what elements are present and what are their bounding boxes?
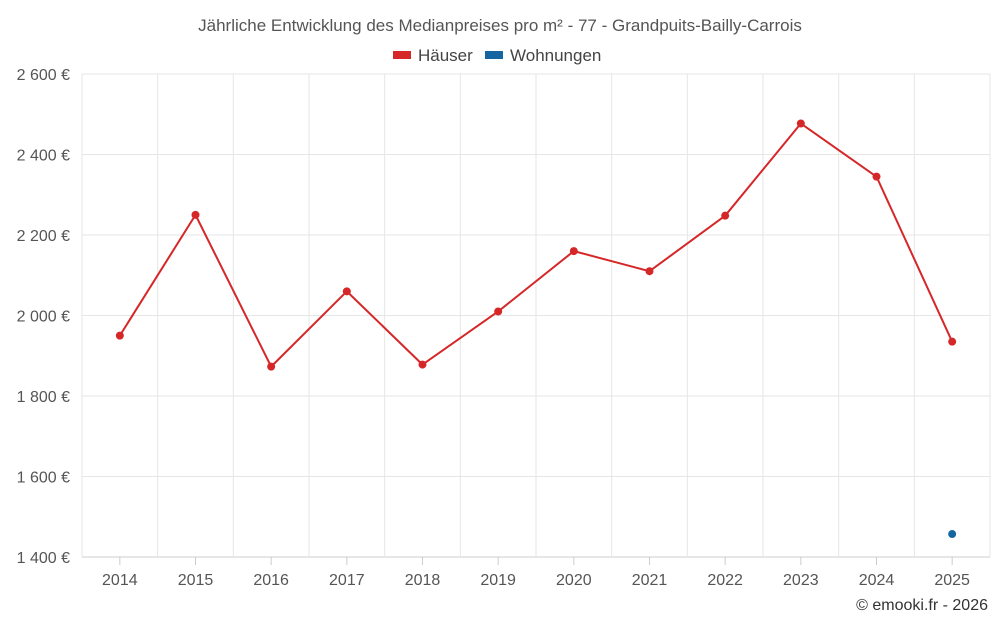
x-tick-label-2020: 2020 [556, 572, 592, 589]
legend-label-wohnungen[interactable]: Wohnungen [510, 46, 601, 65]
x-tick-label-2017: 2017 [329, 572, 365, 589]
x-tick-label-2024: 2024 [859, 572, 895, 589]
y-tick-label: 1 400 € [17, 550, 70, 567]
point-haeuser-2017[interactable] [342, 287, 351, 296]
credit-text: © emooki.fr - 2026 [856, 597, 988, 614]
legend-swatch-haeuser[interactable] [393, 51, 411, 59]
y-axis-ticks: 1 400 € 1 600 € 1 800 € 2 000 € 2 200 € 2 400… [17, 67, 70, 567]
x-axis-ticks: 2014 2015 2016 2017 2018 2019 2020 2021 2022 2023… [102, 557, 970, 589]
x-tick-label-2022: 2022 [707, 572, 743, 589]
point-haeuser-2016[interactable] [267, 362, 276, 371]
legend-label-haeuser[interactable]: Häuser [418, 46, 473, 65]
series-line-haeuser [118, 122, 954, 368]
x-tick-label-2021: 2021 [632, 572, 668, 589]
x-tick-label-2023: 2023 [783, 572, 819, 589]
x-tick-label-2025: 2025 [934, 572, 970, 589]
legend[interactable]: Häuser Wohnungen [393, 46, 601, 65]
point-haeuser-2018[interactable] [418, 360, 427, 369]
point-haeuser-2023[interactable] [796, 119, 805, 128]
y-tick-label: 2 200 € [17, 228, 70, 245]
point-haeuser-2015[interactable] [191, 210, 200, 219]
legend-swatch-wohnungen[interactable] [485, 51, 503, 59]
point-haeuser-2014[interactable] [115, 331, 124, 340]
point-haeuser-2019[interactable] [494, 307, 503, 316]
x-tick-label-2018: 2018 [405, 572, 441, 589]
chart-title: Jährliche Entwicklung des Medianpreises … [198, 16, 802, 35]
point-haeuser-2021[interactable] [645, 267, 654, 276]
y-tick-label: 2 600 € [17, 67, 70, 84]
x-tick-label-2019: 2019 [480, 572, 516, 589]
point-haeuser-2025[interactable] [948, 337, 957, 346]
y-tick-label: 1 600 € [17, 470, 70, 487]
y-tick-label: 2 000 € [17, 309, 70, 326]
x-tick-label-2014: 2014 [102, 572, 138, 589]
point-wohnungen-2025[interactable] [948, 530, 957, 539]
y-tick-label: 2 400 € [17, 148, 70, 165]
point-haeuser-2022[interactable] [721, 211, 730, 220]
point-haeuser-2020[interactable] [569, 247, 578, 256]
x-gridlines [81, 74, 991, 557]
x-tick-label-2015: 2015 [178, 572, 214, 589]
series-layer [115, 119, 957, 539]
x-tick-label-2016: 2016 [253, 572, 289, 589]
point-haeuser-2024[interactable] [872, 172, 881, 181]
y-tick-label: 1 800 € [17, 389, 70, 406]
